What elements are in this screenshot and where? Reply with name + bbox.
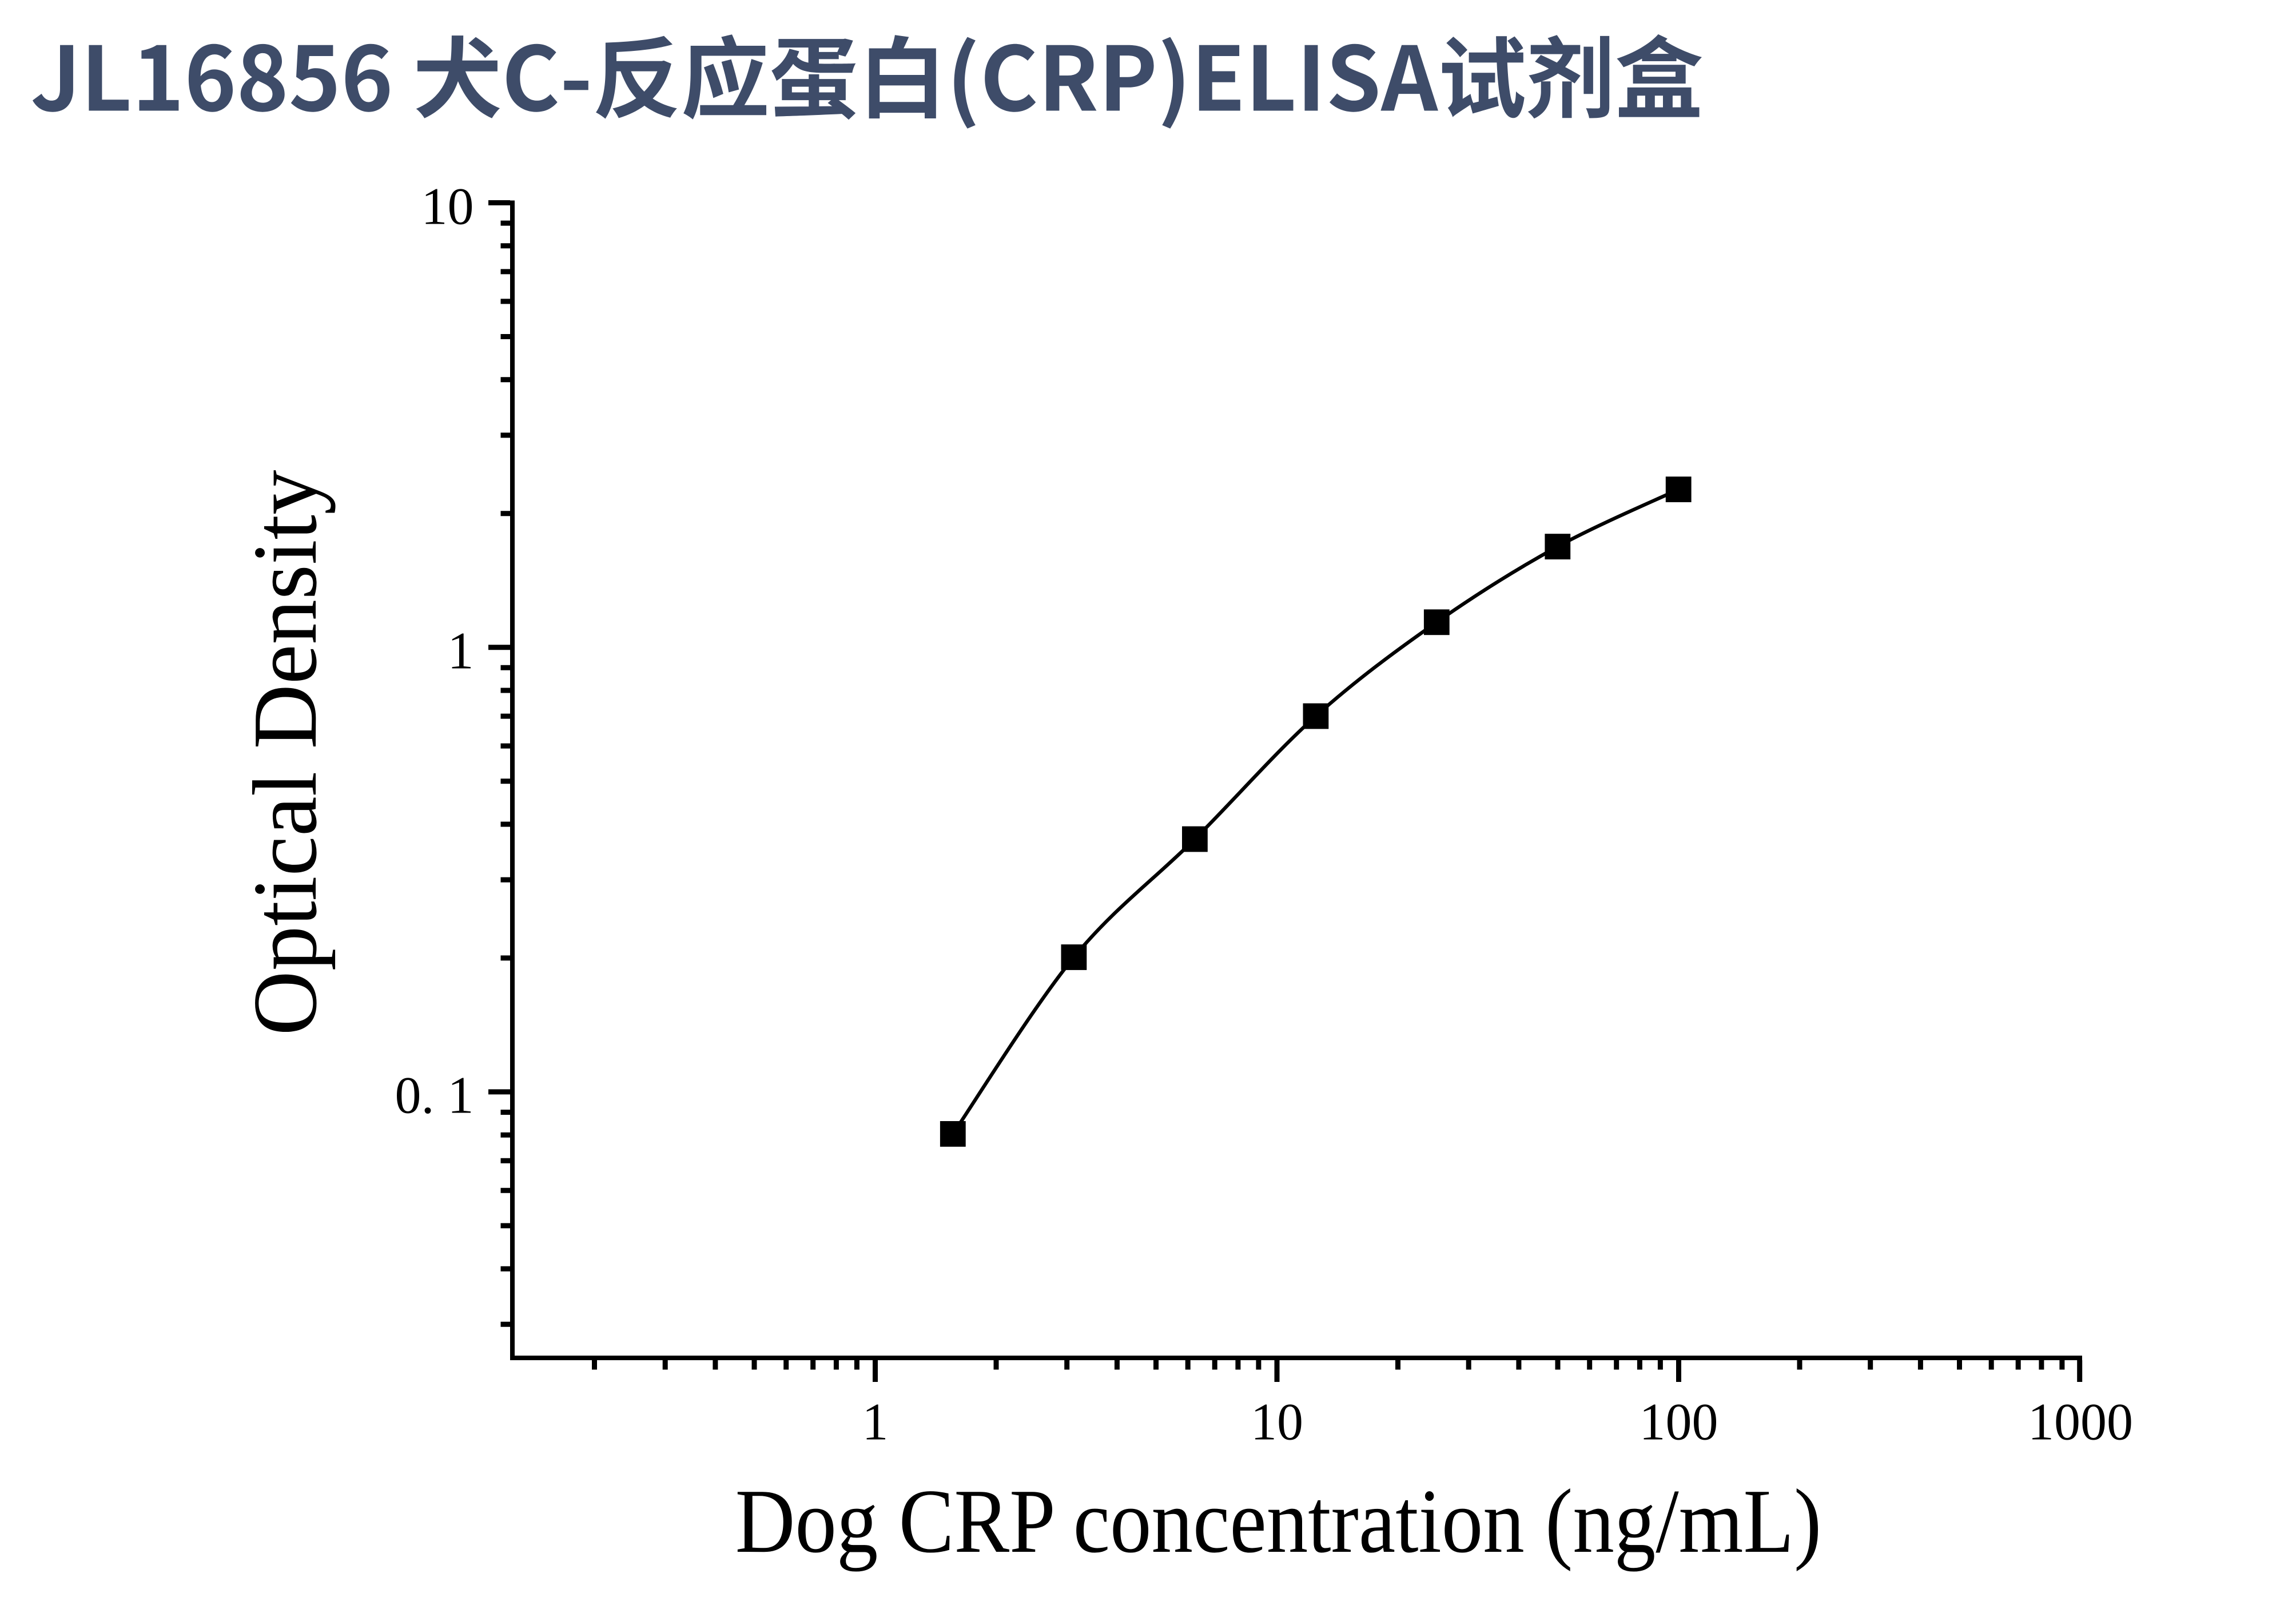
svg-text:0. 1: 0. 1 (395, 1066, 474, 1125)
svg-text:Optical Density: Optical Density (235, 470, 336, 1036)
svg-text:100: 100 (1640, 1393, 1718, 1451)
svg-text:1: 1 (448, 622, 474, 680)
svg-text:10: 10 (421, 177, 474, 236)
svg-text:10: 10 (1251, 1393, 1303, 1451)
svg-text:1: 1 (862, 1393, 889, 1451)
svg-text:Dog CRP concentration (ng/mL): Dog CRP concentration (ng/mL) (735, 1471, 1822, 1572)
svg-text:1000: 1000 (2028, 1393, 2133, 1451)
